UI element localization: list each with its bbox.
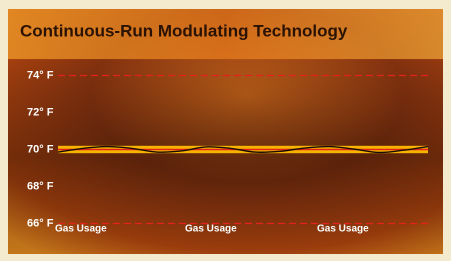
annotation: Gas Usage (317, 224, 369, 235)
y-tick-label: 68° F (27, 180, 54, 192)
chart-title: Continuous-Run Modulating Technology (20, 21, 348, 40)
y-tick-label: 70° F (27, 143, 54, 155)
y-tick-label: 66° F (27, 217, 54, 229)
y-tick-label: 72° F (27, 106, 54, 118)
chart: Continuous-Run Modulating Technology 74°… (0, 0, 451, 261)
annotation: Gas Usage (185, 224, 237, 235)
y-tick-label: 74° F (27, 69, 54, 81)
annotation: Gas Usage (55, 224, 107, 235)
page: Continuous-Run Modulating Technology 74°… (0, 0, 451, 261)
